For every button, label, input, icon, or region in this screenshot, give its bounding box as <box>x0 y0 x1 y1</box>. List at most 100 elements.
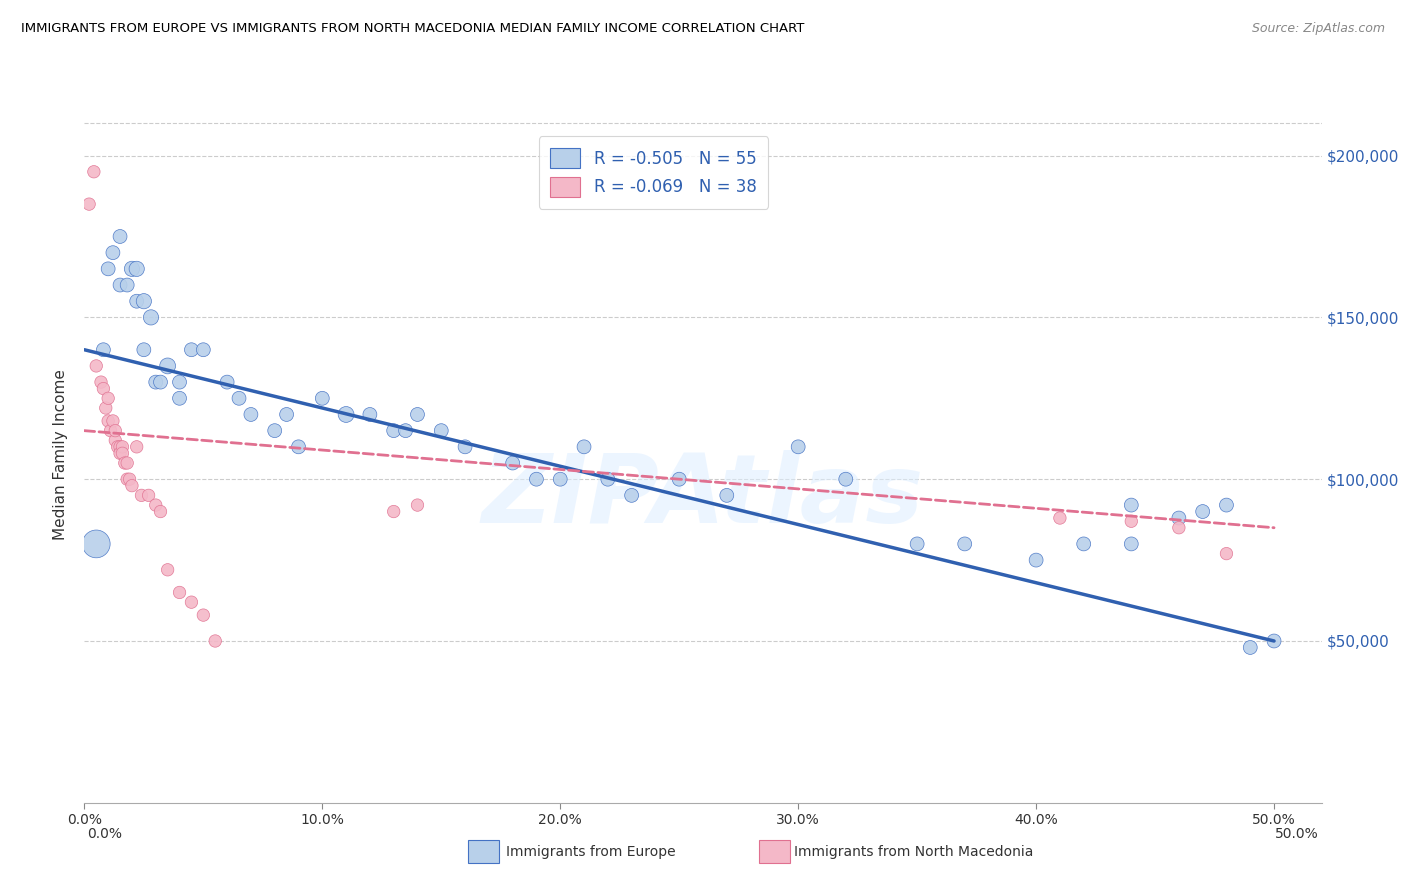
Point <box>84 359 107 373</box>
Point <box>1121 537 1143 551</box>
Point <box>1215 498 1237 512</box>
Point <box>905 537 928 551</box>
Point <box>97 261 120 276</box>
Text: 50.0%: 50.0% <box>1275 827 1319 841</box>
Point <box>118 472 141 486</box>
Point <box>1191 504 1213 518</box>
Point <box>97 392 120 406</box>
Point <box>668 472 690 486</box>
Point <box>111 440 134 454</box>
Text: 0.0%: 0.0% <box>87 827 122 841</box>
Text: IMMIGRANTS FROM EUROPE VS IMMIGRANTS FROM NORTH MACEDONIA MEDIAN FAMILY INCOME C: IMMIGRANTS FROM EUROPE VS IMMIGRANTS FRO… <box>21 22 804 36</box>
Point <box>193 343 215 357</box>
Point <box>125 261 148 276</box>
Point <box>502 456 524 470</box>
Point <box>596 472 619 486</box>
Point <box>145 498 167 512</box>
Point <box>394 424 416 438</box>
Text: Immigrants from Europe: Immigrants from Europe <box>506 845 676 859</box>
Point <box>716 488 738 502</box>
Point <box>108 446 131 460</box>
Point <box>263 424 285 438</box>
Point <box>359 408 381 422</box>
Point <box>239 408 262 422</box>
Point <box>100 424 122 438</box>
Point <box>115 472 138 486</box>
Point <box>335 408 357 422</box>
Point <box>1121 498 1143 512</box>
Point <box>548 472 571 486</box>
Point <box>93 382 115 396</box>
Point <box>311 392 333 406</box>
Point <box>139 310 162 325</box>
Point <box>169 585 191 599</box>
Point <box>104 424 127 438</box>
Point <box>156 563 179 577</box>
Point <box>1167 511 1189 525</box>
Point <box>125 440 148 454</box>
Point <box>149 375 172 389</box>
Point <box>101 414 124 428</box>
Point <box>1263 634 1285 648</box>
Point <box>382 504 405 518</box>
Point <box>115 456 138 470</box>
Point <box>101 245 124 260</box>
Point <box>77 197 100 211</box>
Point <box>454 440 477 454</box>
Point <box>169 392 191 406</box>
Point <box>1167 521 1189 535</box>
Y-axis label: Median Family Income: Median Family Income <box>53 369 69 541</box>
Point <box>132 343 155 357</box>
Point <box>115 278 138 293</box>
Point <box>108 440 131 454</box>
Point <box>276 408 298 422</box>
Text: Immigrants from North Macedonia: Immigrants from North Macedonia <box>794 845 1033 859</box>
Point <box>1239 640 1261 655</box>
Point <box>787 440 810 454</box>
Point <box>83 165 105 179</box>
Point <box>180 343 202 357</box>
Point <box>1025 553 1047 567</box>
Point <box>93 343 115 357</box>
Point <box>1073 537 1095 551</box>
Point <box>204 634 226 648</box>
Point <box>1121 514 1143 528</box>
Point <box>90 375 112 389</box>
Point <box>430 424 453 438</box>
Point <box>94 401 117 415</box>
Text: ZIPAtlas: ZIPAtlas <box>482 450 924 543</box>
Point <box>108 229 131 244</box>
Point <box>125 294 148 309</box>
Point <box>132 294 155 309</box>
Legend: R = -0.505   N = 55, R = -0.069   N = 38: R = -0.505 N = 55, R = -0.069 N = 38 <box>538 136 768 209</box>
Point <box>953 537 976 551</box>
Point <box>138 488 160 502</box>
Point <box>835 472 858 486</box>
Point <box>104 434 127 448</box>
Point <box>572 440 595 454</box>
Point <box>84 537 107 551</box>
Point <box>145 375 167 389</box>
Point <box>149 504 172 518</box>
Point <box>180 595 202 609</box>
Point <box>1049 511 1071 525</box>
Point <box>156 359 179 373</box>
Point <box>121 261 143 276</box>
Text: Source: ZipAtlas.com: Source: ZipAtlas.com <box>1251 22 1385 36</box>
Point <box>382 424 405 438</box>
Point <box>1215 547 1237 561</box>
Point <box>111 446 134 460</box>
Point <box>114 456 136 470</box>
Point <box>121 478 143 492</box>
Point <box>620 488 643 502</box>
Point <box>526 472 548 486</box>
Point <box>108 278 131 293</box>
Point <box>406 408 429 422</box>
Point <box>287 440 309 454</box>
Point <box>97 414 120 428</box>
Point <box>169 375 191 389</box>
Point <box>217 375 239 389</box>
Point <box>193 608 215 623</box>
Point <box>406 498 429 512</box>
Point <box>107 440 129 454</box>
